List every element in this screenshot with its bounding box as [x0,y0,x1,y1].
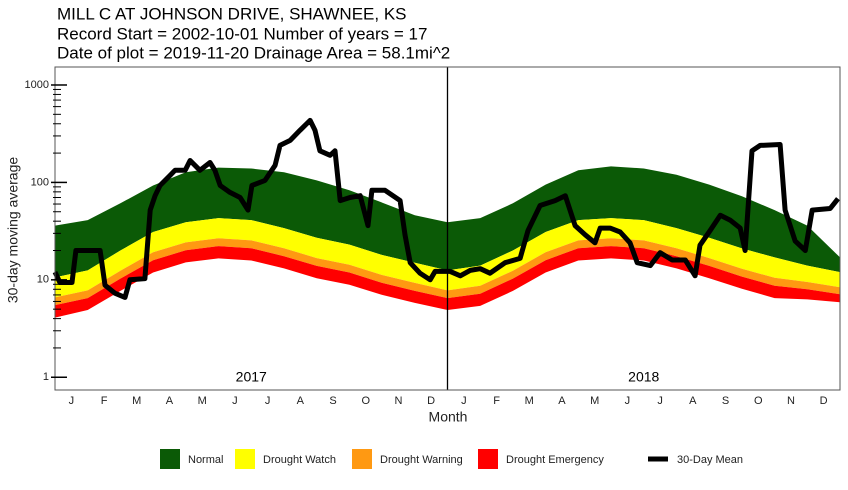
title-line: Record Start = 2002-10-01 Number of year… [57,24,427,43]
x-tick-label: J [461,395,467,407]
x-tick-label: M [590,395,599,407]
legend-swatch [235,449,255,469]
x-tick-label: N [394,395,402,407]
legend-label: Normal [188,454,223,466]
x-axis-label: Month [429,409,468,425]
legend-swatch [352,449,372,469]
x-tick-label: A [558,395,566,407]
band-area [55,218,840,298]
x-tick-label: A [297,395,305,407]
x-tick-label: D [820,395,828,407]
legend-swatch [478,449,498,469]
x-tick-label: J [69,395,75,407]
legend-label: Drought Warning [380,454,463,466]
legend-label: 30-Day Mean [677,454,743,466]
x-tick-label: A [689,395,697,407]
x-tick-label: F [493,395,500,407]
y-tick-label: 1000 [25,79,49,91]
x-tick-label: M [132,395,141,407]
y-tick-label: 100 [31,176,49,188]
x-tick-label: O [361,395,370,407]
x-tick-label: A [166,395,174,407]
x-tick-label: J [657,395,663,407]
legend-label: Drought Emergency [506,454,604,466]
x-tick-label: J [625,395,631,407]
y-axis-label: 30-day moving average [5,157,21,304]
year-label: 2017 [236,369,267,385]
x-tick-label: N [787,395,795,407]
x-tick-label: M [525,395,534,407]
x-tick-label: D [427,395,435,407]
x-tick-label: J [232,395,238,407]
legend-swatch [160,449,180,469]
mean-line [52,117,840,300]
plot-frame [54,66,841,391]
year-label: 2018 [628,369,659,385]
x-tick-label: F [101,395,108,407]
legend-label: Drought Watch [263,454,336,466]
y-tick-label: 10 [37,274,49,286]
x-tick-label: O [754,395,763,407]
y-tick-label: 1 [43,371,49,383]
x-tick-label: J [265,395,271,407]
x-tick-label: S [722,395,729,407]
title-line: Date of plot = 2019-11-20 Drainage Area … [57,43,450,62]
title-line: MILL C AT JOHNSON DRIVE, SHAWNEE, KS [57,4,407,23]
x-tick-label: S [329,395,336,407]
x-tick-label: M [198,395,207,407]
